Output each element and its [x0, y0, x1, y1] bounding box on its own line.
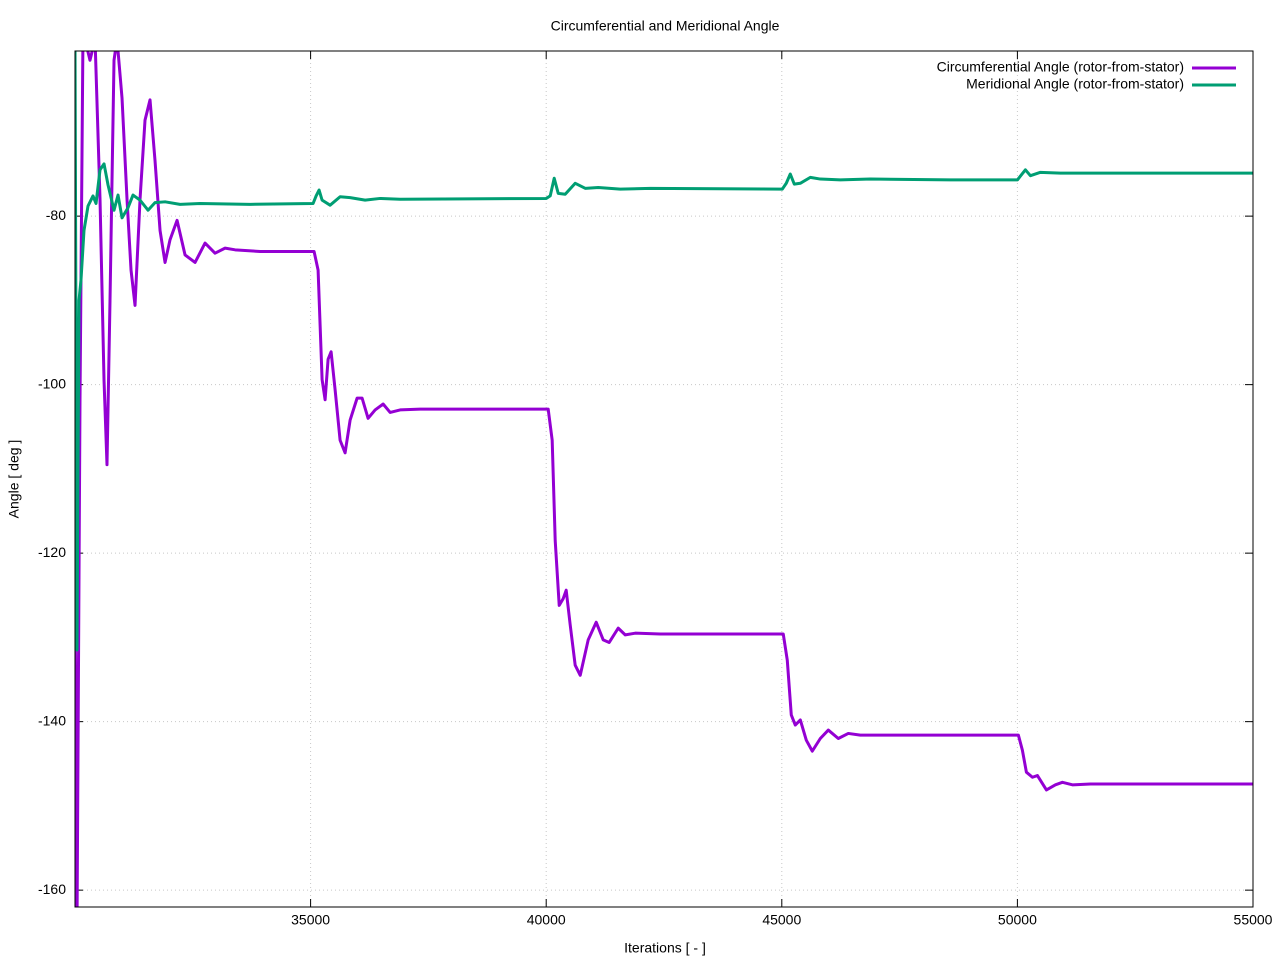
y-tick-label: -100 — [38, 375, 66, 391]
x-tick-label: 40000 — [527, 912, 566, 928]
y-tick-label: -80 — [46, 207, 66, 223]
plot-area — [75, 51, 1253, 907]
grid — [75, 51, 1254, 907]
chart-title: Circumferential and Meridional Angle — [551, 18, 780, 34]
x-tick-label: 55000 — [1234, 912, 1273, 928]
y-tick-label: -160 — [38, 881, 66, 897]
legend-label: Circumferential Angle (rotor-from-stator… — [937, 59, 1184, 75]
x-tick-label: 45000 — [762, 912, 801, 928]
series-line — [75, 51, 1253, 907]
plot-border — [74, 50, 1254, 908]
series-line — [75, 51, 1253, 652]
x-tick-label: 35000 — [291, 912, 330, 928]
x-axis-label: Iterations [ - ] — [624, 940, 706, 956]
legend: Circumferential Angle (rotor-from-stator… — [937, 59, 1236, 92]
legend-label: Meridional Angle (rotor-from-stator) — [966, 76, 1184, 92]
y-tick-label: -140 — [38, 712, 66, 728]
y-tick-label: -120 — [38, 544, 66, 560]
y-axis-label: Angle [ deg ] — [6, 440, 22, 519]
x-tick-label: 50000 — [998, 912, 1037, 928]
